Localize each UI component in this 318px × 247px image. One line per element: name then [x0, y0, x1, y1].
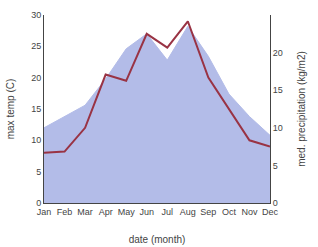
svg-text:Jun: Jun [139, 207, 154, 217]
svg-text:Feb: Feb [57, 207, 73, 217]
svg-text:20: 20 [31, 73, 41, 83]
svg-text:Nov: Nov [241, 207, 258, 217]
svg-text:max temp (C): max temp (C) [5, 79, 16, 140]
svg-text:30: 30 [31, 10, 41, 20]
svg-text:May: May [118, 207, 136, 217]
svg-text:date (month): date (month) [129, 234, 186, 245]
svg-text:10: 10 [31, 135, 41, 145]
svg-text:Jul: Jul [162, 207, 174, 217]
svg-text:Dec: Dec [262, 207, 279, 217]
svg-text:Jan: Jan [37, 207, 52, 217]
svg-text:15: 15 [273, 85, 283, 95]
svg-text:15: 15 [31, 104, 41, 114]
svg-text:Oct: Oct [222, 207, 237, 217]
svg-text:5: 5 [273, 161, 278, 171]
svg-text:Apr: Apr [99, 207, 113, 217]
svg-text:0: 0 [36, 198, 41, 208]
svg-text:Sep: Sep [200, 207, 216, 217]
svg-text:Mar: Mar [77, 207, 93, 217]
svg-text:25: 25 [31, 41, 41, 51]
svg-text:0: 0 [273, 198, 278, 208]
svg-text:20: 20 [273, 48, 283, 58]
svg-text:Aug: Aug [180, 207, 196, 217]
svg-text:med. precipitation (kg/m2): med. precipitation (kg/m2) [296, 51, 307, 167]
svg-text:5: 5 [36, 167, 41, 177]
svg-text:10: 10 [273, 123, 283, 133]
